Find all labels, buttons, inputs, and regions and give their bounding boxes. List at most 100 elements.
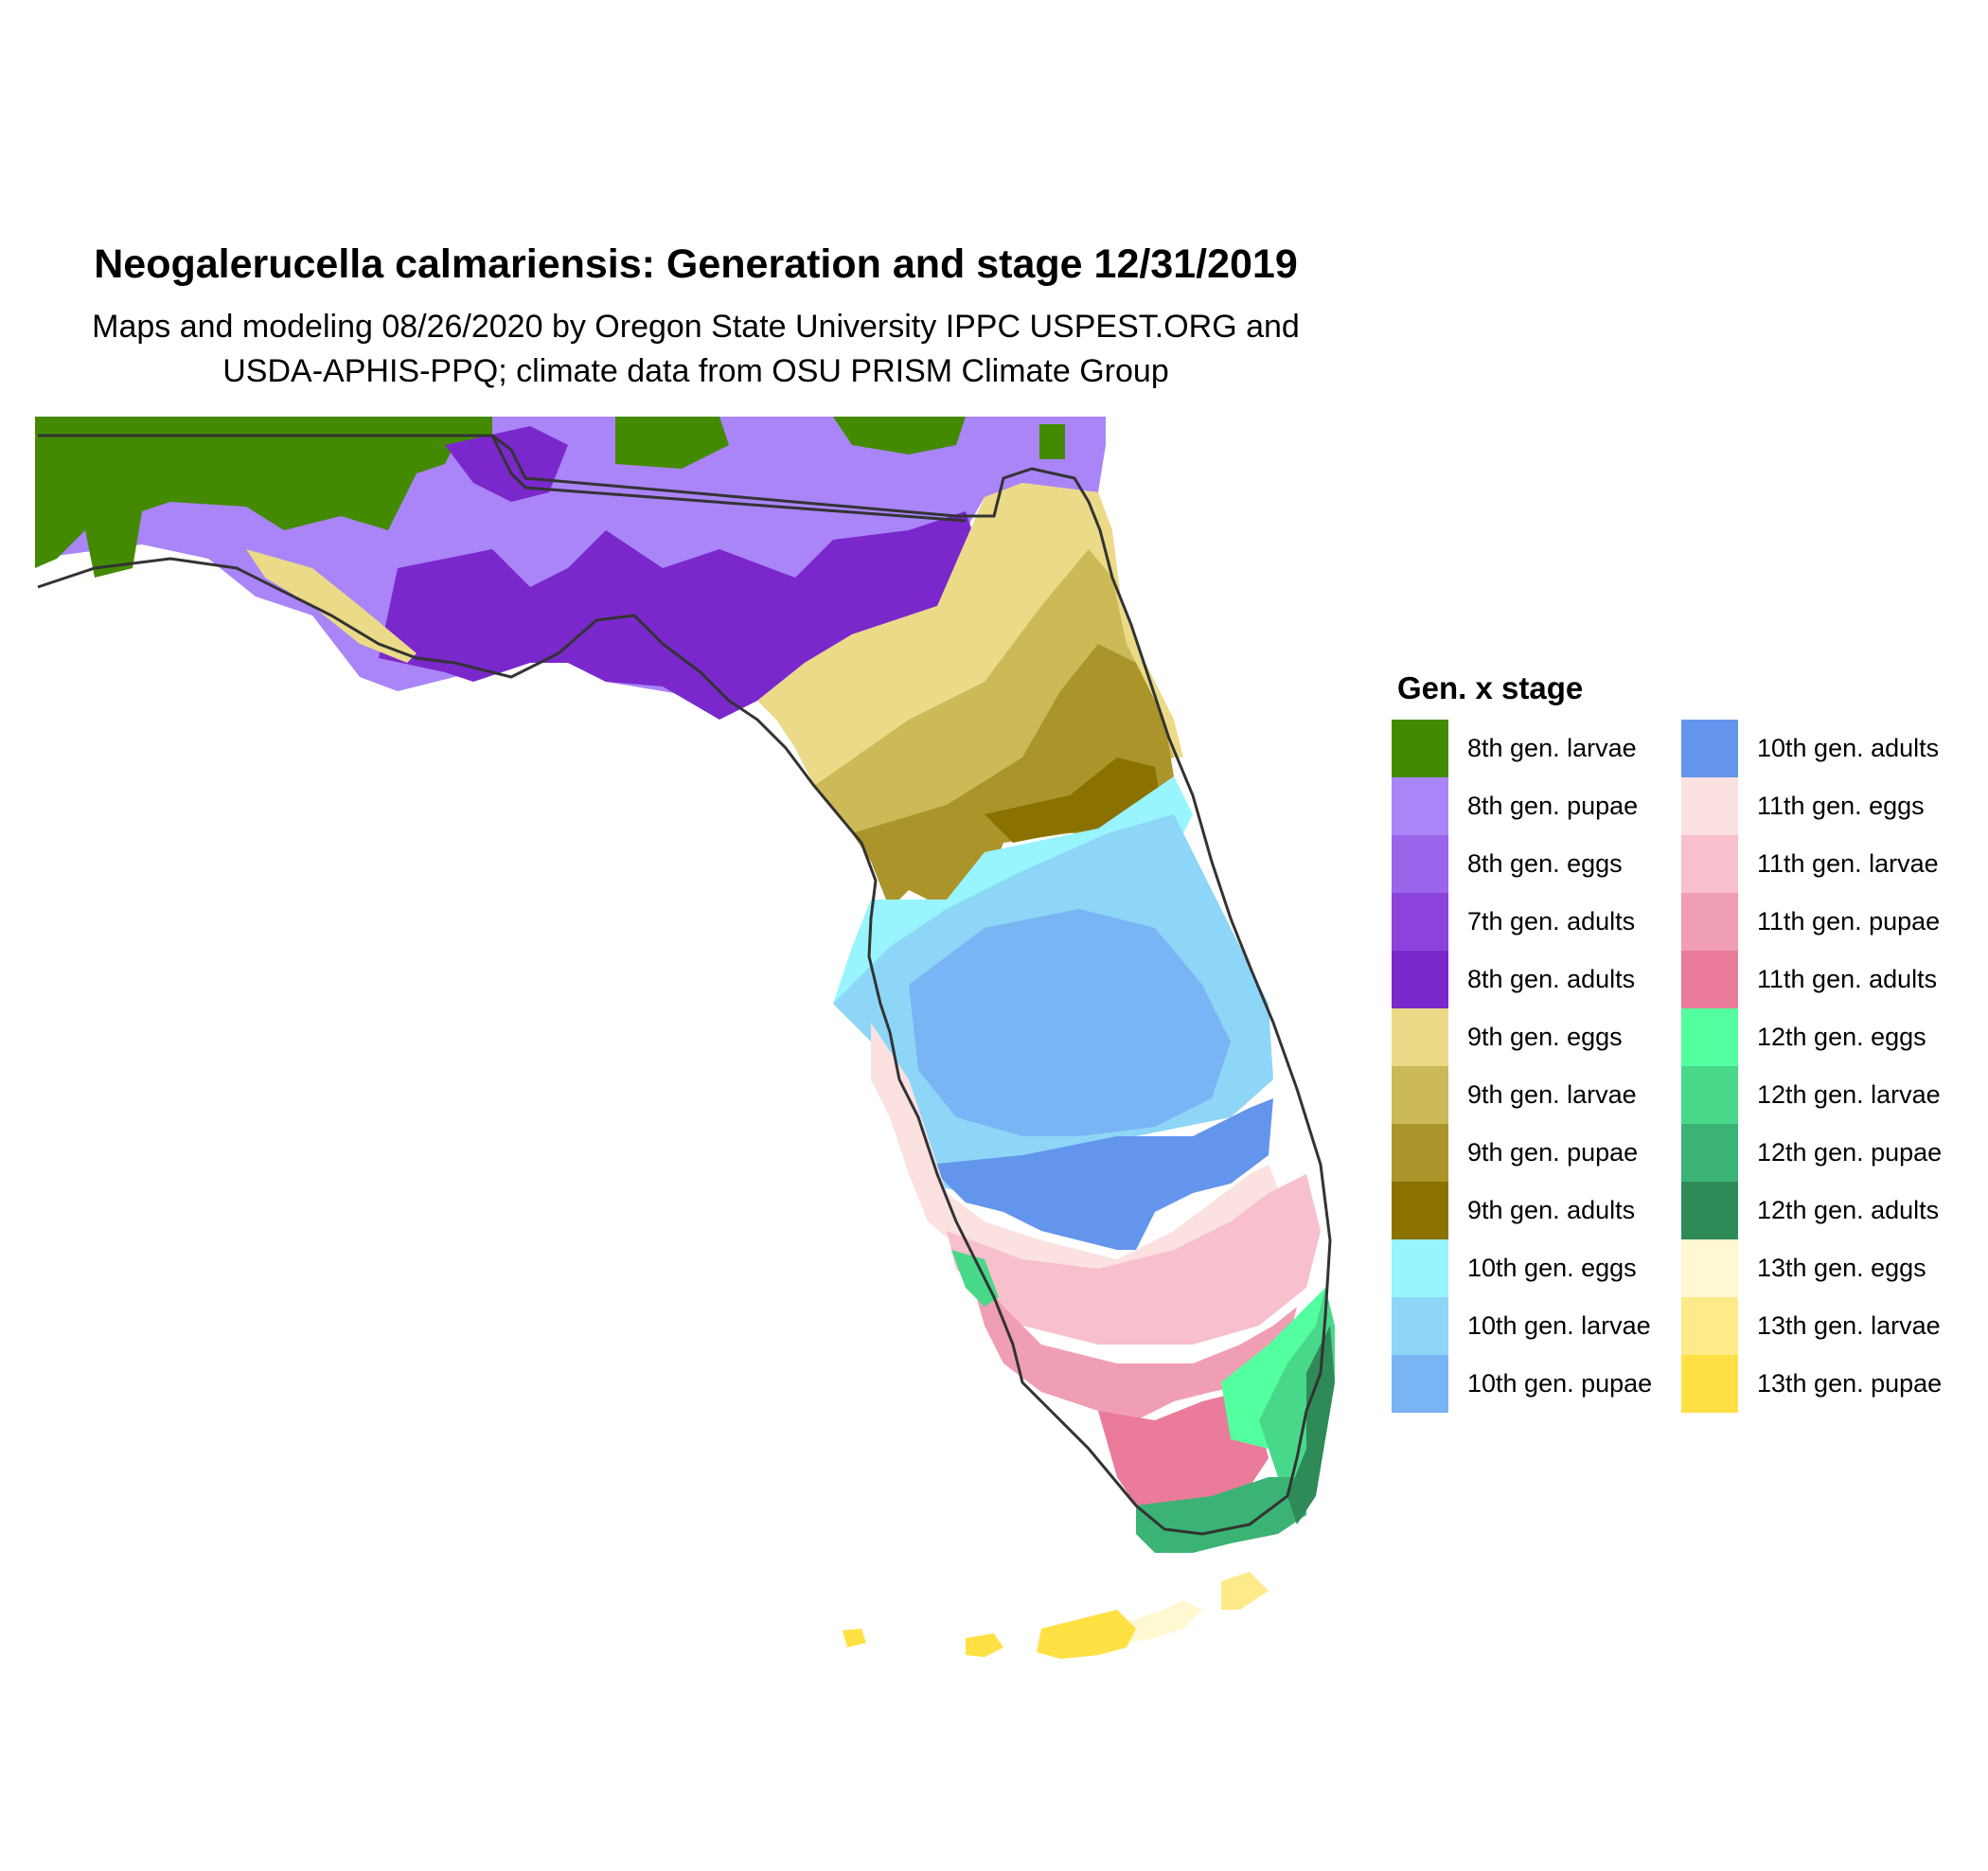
zone-12th-gen-larvae-west [951, 1250, 999, 1307]
legend-swatch [1392, 835, 1448, 893]
zone-13th-gen-pupae-2 [966, 1633, 1003, 1657]
zone-13th-gen-larvae [1221, 1572, 1269, 1610]
legend-item: 8th gen. larvae [1392, 720, 1652, 777]
legend-column-1: 8th gen. larvae 8th gen. pupae 8th gen. … [1392, 720, 1652, 1413]
legend-swatch [1392, 951, 1448, 1008]
zone-11th-gen-larvae [947, 1174, 1321, 1345]
legend-swatch [1681, 720, 1738, 777]
legend-item: 8th gen. pupae [1392, 777, 1652, 835]
map-title: Neogalerucella calmariensis: Generation … [94, 241, 1298, 287]
legend-item: 8th gen. adults [1392, 951, 1652, 1008]
zone-12th-gen-eggs [1221, 1288, 1325, 1449]
legend-item: 11th gen. larvae [1681, 835, 1942, 893]
legend-label: 10th gen. eggs [1467, 1254, 1637, 1282]
legend-label: 10th gen. larvae [1467, 1311, 1651, 1340]
zone-11th-gen-adults [1098, 1392, 1269, 1506]
legend-item: 10th gen. eggs [1392, 1239, 1652, 1297]
legend-label: 11th gen. adults [1757, 965, 1938, 993]
legend-label: 13th gen. larvae [1757, 1311, 1941, 1340]
legend-swatch [1392, 1066, 1448, 1124]
legend-item: 9th gen. eggs [1392, 1008, 1652, 1066]
legend-item: 7th gen. adults [1392, 893, 1652, 951]
zone-11th-gen-eggs [871, 1023, 1287, 1307]
legend-label: 8th gen. pupae [1467, 792, 1639, 820]
legend-item: 11th gen. pupae [1681, 893, 1942, 951]
legend-label: 9th gen. pupae [1467, 1138, 1639, 1167]
legend-label: 10th gen. adults [1757, 734, 1940, 762]
legend-item: 8th gen. eggs [1392, 835, 1652, 893]
legend-label: 13th gen. pupae [1757, 1369, 1943, 1398]
legend-label: 9th gen. larvae [1467, 1080, 1637, 1109]
legend-item: 11th gen. adults [1681, 951, 1942, 1008]
legend-item: 10th gen. adults [1681, 720, 1942, 777]
legend-swatch [1392, 1297, 1448, 1355]
zone-10th-gen-adults [928, 1098, 1273, 1250]
zone-13th-gen-pupae [1037, 1610, 1136, 1659]
florida-state-border [37, 434, 1332, 1536]
legend-swatch [1392, 720, 1448, 777]
legend-label: 11th gen. pupae [1757, 907, 1941, 936]
legend-swatch [1392, 893, 1448, 951]
legend-swatch [1392, 1124, 1448, 1182]
zone-12th-gen-adults [1287, 1326, 1335, 1524]
florida-stage-map [35, 417, 1335, 1659]
legend-label: 10th gen. pupae [1467, 1369, 1653, 1398]
legend-label: 12th gen. pupae [1757, 1138, 1943, 1167]
zone-8th-gen-adults [379, 511, 985, 720]
legend-item: 9th gen. larvae [1392, 1066, 1652, 1124]
legend-item: 10th gen. pupae [1392, 1355, 1652, 1413]
legend-item: 12th gen. pupae [1681, 1124, 1942, 1182]
legend-swatch [1392, 1355, 1448, 1413]
legend-item: 13th gen. larvae [1681, 1297, 1942, 1355]
legend-item: 9th gen. pupae [1392, 1124, 1652, 1182]
legend-label: 11th gen. eggs [1757, 792, 1925, 820]
legend-item: 13th gen. eggs [1681, 1239, 1942, 1297]
zone-13th-gen-pupae-3 [843, 1629, 866, 1648]
legend-swatch [1681, 1182, 1738, 1239]
legend-label: 11th gen. larvae [1757, 849, 1939, 878]
legend-label: 8th gen. larvae [1467, 734, 1637, 762]
map-subtitle: Maps and modeling 08/26/2020 by Oregon S… [0, 305, 1392, 394]
legend-swatch [1681, 1008, 1738, 1066]
legend-item: 12th gen. adults [1681, 1182, 1942, 1239]
legend-swatch [1681, 1124, 1738, 1182]
legend-title: Gen. x stage [1397, 670, 1584, 705]
legend-swatch [1681, 951, 1738, 1008]
legend-label: 12th gen. larvae [1757, 1080, 1941, 1109]
zone-8th-gen-larvae [35, 417, 492, 578]
legend-item: 12th gen. larvae [1681, 1066, 1942, 1124]
legend-label: 12th gen. adults [1757, 1196, 1940, 1224]
legend-label: 8th gen. adults [1467, 965, 1636, 993]
legend-swatch [1392, 1008, 1448, 1066]
legend-swatch [1681, 835, 1738, 893]
legend-label: 7th gen. adults [1467, 907, 1636, 936]
zone-8th-gen-larvae-2 [615, 417, 729, 469]
subtitle-line-2: USDA-APHIS-PPQ; climate data from OSU PR… [222, 353, 1169, 389]
zone-9th-gen-eggs-2 [246, 549, 417, 663]
legend-swatch [1681, 1239, 1738, 1297]
zone-8th-gen-larvae-3 [833, 417, 966, 454]
legend-swatch [1681, 893, 1738, 951]
legend-swatch [1681, 1297, 1738, 1355]
zone-11th-gen-pupae [966, 1259, 1297, 1420]
zone-8th-gen-larvae-4 [1039, 424, 1065, 459]
legend-swatch [1681, 777, 1738, 835]
legend-item: 12th gen. eggs [1681, 1008, 1942, 1066]
legend-item: 10th gen. larvae [1392, 1297, 1652, 1355]
legend-label: 9th gen. eggs [1467, 1023, 1623, 1051]
zone-10th-gen-pupae [909, 909, 1231, 1136]
legend-swatch [1392, 1239, 1448, 1297]
georgia-border [490, 435, 967, 523]
legend-swatch [1681, 1355, 1738, 1413]
legend-column-2: 10th gen. adults 11th gen. eggs 11th gen… [1681, 720, 1942, 1413]
legend-item: 9th gen. adults [1392, 1182, 1652, 1239]
legend-label: 13th gen. eggs [1757, 1254, 1926, 1282]
zone-12th-gen-pupae [1136, 1477, 1306, 1553]
zone-9th-gen-pupae [852, 644, 1174, 909]
legend-swatch [1392, 1182, 1448, 1239]
legend-label: 8th gen. eggs [1467, 849, 1623, 878]
legend-item: 11th gen. eggs [1681, 777, 1942, 835]
legend-swatch [1392, 777, 1448, 835]
legend-swatch [1681, 1066, 1738, 1124]
subtitle-line-1: Maps and modeling 08/26/2020 by Oregon S… [92, 309, 1300, 345]
